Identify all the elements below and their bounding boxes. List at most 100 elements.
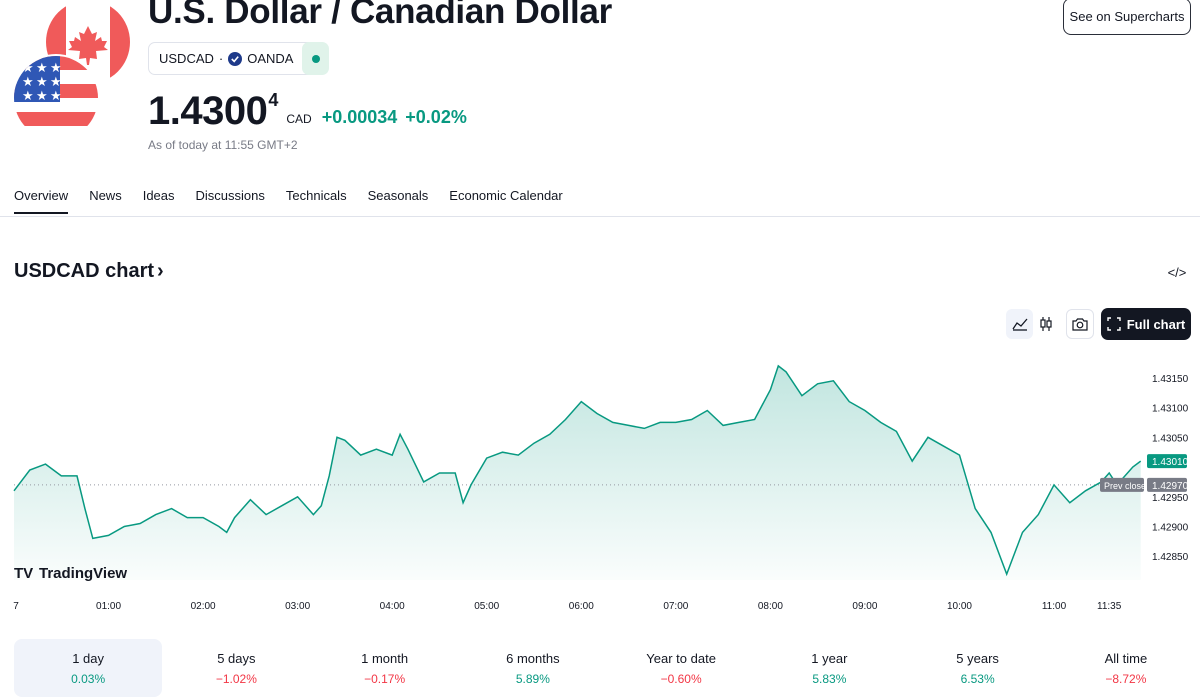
period-change: −0.17%	[364, 671, 406, 686]
prev-close-badge	[1100, 477, 1144, 492]
tradingview-logo[interactable]: TV TradingView	[14, 565, 127, 582]
tradingview-logo-mark: TV	[14, 565, 33, 582]
prev-close-label: Prev close	[1104, 481, 1146, 491]
period-change: −1.02%	[215, 671, 257, 686]
x-tick-label: 01:00	[96, 601, 121, 612]
svg-text:★: ★	[36, 89, 48, 104]
usd-cad-flag-logo: ★ ★ ★ ★ ★ ★ ★ ★ ★	[14, 0, 130, 142]
fullscreen-icon	[1107, 317, 1121, 331]
as-of-timestamp: As of today at 11:55 GMT+2	[148, 138, 298, 152]
svg-text:★: ★	[22, 61, 34, 76]
last-price-label: 1.43010	[1152, 457, 1189, 468]
x-tick-label: 02:00	[191, 601, 216, 612]
embed-code-icon[interactable]: </>	[1167, 264, 1187, 280]
period-1-year[interactable]: 1 year 5.83%	[755, 639, 903, 697]
period-all-time[interactable]: All time −8.72%	[1052, 639, 1200, 697]
period-label: 5 years	[956, 650, 999, 666]
camera-icon	[1072, 318, 1088, 331]
x-tick-label: 07:00	[663, 601, 688, 612]
y-tick-label: 1.43100	[1152, 404, 1189, 415]
period-year-to-date[interactable]: Year to date −0.60%	[607, 639, 755, 697]
period-1-month[interactable]: 1 month −0.17%	[311, 639, 459, 697]
price-line	[13, 364, 1142, 577]
period-label: 1 month	[361, 650, 409, 666]
x-tick-label: 04:00	[380, 601, 405, 612]
x-tick-label: 09:00	[852, 601, 877, 612]
full-chart-label: Full chart	[1126, 316, 1186, 332]
period-change: 5.89%	[515, 671, 550, 686]
x-tick-label: 7	[13, 601, 19, 612]
candles-icon	[1039, 317, 1052, 331]
y-tick-label: 1.43050	[1152, 433, 1189, 444]
tabs-divider	[0, 216, 1200, 217]
tab-discussions[interactable]: Discussions	[195, 188, 265, 203]
svg-text:★: ★	[50, 61, 62, 76]
svg-text:★: ★	[50, 75, 62, 90]
separator-dot: ·	[218, 51, 224, 66]
svg-text:★: ★	[36, 75, 48, 90]
last-price-badge	[1147, 454, 1187, 469]
market-open-dot-icon	[311, 54, 320, 63]
symbol-exchange-selector[interactable]: USDCAD · OANDA	[148, 42, 323, 75]
period-change: −0.60%	[660, 671, 702, 686]
tab-seasonals[interactable]: Seasonals	[367, 188, 429, 203]
tradingview-wordmark: TradingView	[39, 565, 127, 582]
x-tick-label: 08:00	[758, 601, 783, 612]
tab-economic-calendar[interactable]: Economic Calendar	[449, 188, 563, 203]
exchange-label: OANDA	[247, 51, 294, 66]
market-status-indicator[interactable]	[302, 42, 329, 75]
prev-close-value: 1.42970	[1152, 481, 1189, 492]
period-change: 6.53%	[960, 671, 995, 686]
chevron-right-icon: ›	[157, 260, 164, 282]
period-label: 1 year	[811, 650, 848, 666]
usdcad-intraday-chart[interactable]: 1.43150 1.43100 1.43050 1.42950 1.42900 1.428…	[0, 340, 1200, 630]
price-change-percent: +0.02%	[405, 107, 467, 127]
current-price: 1.4300	[148, 89, 268, 133]
full-chart-button[interactable]: Full chart	[1101, 308, 1191, 340]
x-tick-label: 11:00	[1042, 601, 1067, 612]
see-on-supercharts-button[interactable]: See on Supercharts	[1063, 0, 1191, 35]
symbol-label: USDCAD	[159, 51, 214, 66]
y-tick-label: 1.42850	[1152, 552, 1189, 563]
candle-chart-type-button[interactable]	[1032, 309, 1059, 339]
price-area-fill	[14, 365, 1141, 580]
snapshot-button[interactable]	[1066, 309, 1094, 339]
period-label: All time	[1104, 650, 1148, 666]
section-tabs: Overview News Ideas Discussions Technica…	[14, 188, 563, 214]
x-tick-label: 06:00	[569, 601, 594, 612]
x-tick-label: 03:00	[285, 601, 310, 612]
tab-overview[interactable]: Overview	[14, 188, 69, 214]
period-5-years[interactable]: 5 years 6.53%	[904, 639, 1052, 697]
period-change: 0.03%	[71, 671, 106, 686]
period-label: 5 days	[217, 650, 256, 666]
svg-text:★: ★	[22, 89, 34, 104]
period-label: Year to date	[646, 650, 716, 666]
page-title: U.S. Dollar / Canadian Dollar	[148, 0, 612, 31]
svg-text:★: ★	[36, 61, 48, 76]
tab-technicals[interactable]: Technicals	[285, 188, 347, 203]
x-tick-label: 11:35	[1097, 601, 1122, 612]
period-change: −8.72%	[1105, 671, 1147, 686]
x-tick-label: 05:00	[474, 601, 499, 612]
period-5-days[interactable]: 5 days −1.02%	[162, 639, 310, 697]
y-tick-label: 1.42950	[1152, 493, 1189, 504]
performance-periods: 1 day 0.03% 5 days −1.02% 1 month −0.17% 6 mon…	[14, 639, 1200, 697]
tab-ideas[interactable]: Ideas	[142, 188, 175, 203]
period-1-day[interactable]: 1 day 0.03%	[14, 639, 163, 697]
y-tick-label: 1.43150	[1152, 374, 1189, 385]
price-block: 1.4300 4 CAD +0.00034 +0.02%	[148, 88, 467, 134]
prev-close-value-badge	[1147, 477, 1187, 492]
period-label: 1 day	[72, 650, 105, 666]
period-change: 5.83%	[812, 671, 847, 686]
period-6-months[interactable]: 6 months 5.89%	[459, 639, 607, 697]
chart-title-link[interactable]: USDCAD chart ›	[14, 260, 164, 283]
x-tick-label: 10:00	[947, 601, 972, 612]
price-pipette: 4	[268, 90, 279, 110]
chart-title-text: USDCAD chart	[14, 260, 155, 282]
tab-news[interactable]: News	[89, 188, 122, 203]
svg-text:★: ★	[50, 89, 62, 104]
price-change-absolute: +0.00034	[321, 107, 398, 127]
area-chart-icon	[1011, 318, 1027, 331]
y-tick-label: 1.42900	[1152, 522, 1189, 533]
line-chart-type-button[interactable]	[1006, 309, 1033, 339]
